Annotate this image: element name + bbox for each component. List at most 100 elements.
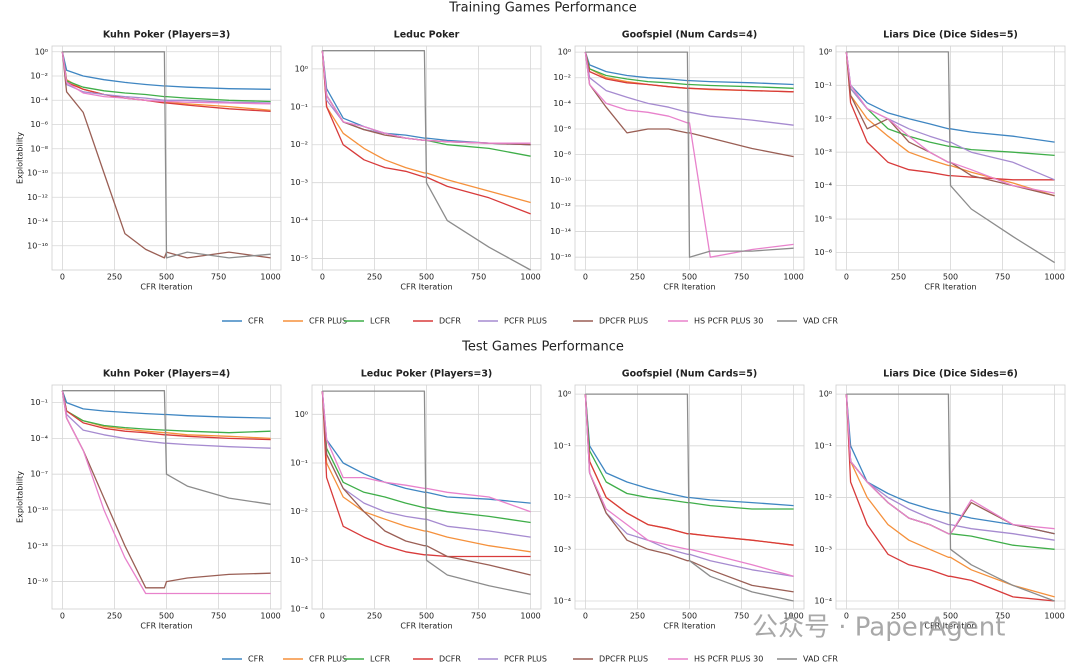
series-line [61, 51, 271, 259]
y-tick-label: 10⁻⁴ [30, 96, 48, 105]
x-axis-label: CFR Iteration [140, 283, 192, 292]
y-axis-label: Exploitability [16, 471, 25, 523]
y-tick-label: 10⁻¹⁰ [27, 169, 48, 178]
series-line [584, 394, 794, 510]
x-tick-label: 0 [583, 612, 588, 621]
watermark: 公众号 · PaperAgent [752, 613, 1005, 643]
y-tick-label: 10⁻⁶ [30, 120, 48, 129]
series-line [584, 394, 794, 546]
y-tick-label: 10⁻⁴ [553, 99, 571, 108]
x-tick-label: 750 [211, 273, 226, 282]
series-line [321, 50, 531, 144]
y-tick-label: 10⁻¹² [27, 193, 48, 202]
x-tick-label: 250 [107, 273, 122, 282]
x-tick-label: 500 [943, 612, 958, 621]
y-axis-label: Exploitability [16, 132, 25, 184]
series-line [61, 51, 271, 105]
series-line [584, 51, 794, 126]
series-line [322, 390, 531, 595]
x-tick-label: 750 [211, 612, 226, 621]
series-line [584, 394, 794, 507]
y-tick-label: 10⁻⁵ [290, 254, 308, 263]
series-line [321, 391, 531, 558]
legend-label: DCFR [439, 655, 461, 664]
x-tick-label: 1000 [1044, 273, 1064, 282]
x-tick-label: 500 [419, 612, 434, 621]
series-line [845, 51, 1055, 194]
x-tick-label: 1000 [260, 273, 280, 282]
x-tick-label: 0 [320, 273, 325, 282]
y-tick-label: 10⁻⁵ [814, 215, 832, 224]
x-tick-label: 250 [367, 273, 382, 282]
y-tick-label: 10⁰ [295, 410, 308, 419]
x-tick-label: 1000 [520, 273, 540, 282]
x-tick-label: 750 [734, 612, 749, 621]
x-axis-label: CFR Iteration [140, 622, 192, 631]
x-tick-label: 500 [159, 273, 174, 282]
x-tick-label: 750 [471, 273, 486, 282]
y-tick-label: 10⁻¹⁴ [550, 227, 571, 236]
y-tick-label: 10⁻⁸ [30, 144, 48, 153]
y-tick-label: 10⁻⁷ [30, 470, 48, 479]
series-line [321, 391, 531, 576]
series-line [62, 51, 271, 259]
legend-label: DCFR [439, 317, 461, 326]
series-line [845, 51, 1055, 181]
series-line [321, 391, 531, 524]
y-tick-label: 10⁻³ [290, 178, 308, 187]
chart-title: Leduc Poker (Players=3) [361, 369, 493, 380]
chart-title: Liars Dice (Dice Sides=5) [883, 30, 1018, 41]
series-line [321, 391, 531, 504]
series-line [61, 390, 271, 434]
y-tick-label: 10⁻² [30, 72, 48, 81]
chart-title: Goofspiel (Num Cards=4) [622, 30, 757, 41]
legend-label: DPCFR PLUS [599, 317, 648, 326]
y-tick-label: 10⁻¹⁶ [550, 253, 571, 262]
y-tick-label: 10⁰ [819, 47, 832, 56]
x-tick-label: 1000 [1044, 612, 1064, 621]
x-tick-label: 750 [734, 273, 749, 282]
y-tick-label: 10⁻¹³ [27, 541, 48, 550]
series-line [62, 390, 271, 505]
series-line [61, 390, 271, 595]
y-tick-label: 10⁻⁴ [814, 181, 832, 190]
legend-label: LCFR [370, 317, 391, 326]
series-line [584, 52, 794, 258]
y-tick-label: 10⁻¹⁶ [27, 577, 48, 586]
x-tick-label: 250 [630, 273, 645, 282]
series-line [845, 394, 1055, 598]
x-tick-label: 500 [419, 273, 434, 282]
series-line [584, 51, 794, 89]
y-tick-label: 10⁻² [553, 493, 571, 502]
y-tick-label: 10⁻³ [814, 148, 832, 157]
y-tick-label: 10⁻² [814, 493, 832, 502]
series-line [584, 51, 794, 93]
series-line [321, 391, 531, 553]
x-tick-label: 500 [159, 612, 174, 621]
series-line [584, 394, 794, 577]
y-tick-label: 10⁻¹ [30, 398, 48, 407]
x-tick-label: 1000 [520, 612, 540, 621]
series-line [845, 394, 1055, 535]
chart-title: Kuhn Poker (Players=4) [103, 369, 230, 380]
y-tick-label: 10⁻⁶ [814, 248, 832, 257]
chart-title: Liars Dice (Dice Sides=6) [883, 369, 1018, 380]
series-line [321, 391, 531, 513]
y-tick-label: 10⁻¹⁶ [27, 241, 48, 250]
series-line [585, 393, 794, 602]
y-tick-label: 10⁻² [290, 507, 308, 516]
series-line [321, 50, 531, 204]
section-title: Training Games Performance [448, 1, 636, 16]
y-tick-label: 10⁻⁸ [553, 150, 571, 159]
series-line [321, 50, 531, 215]
x-axis-label: CFR Iteration [400, 283, 452, 292]
y-tick-label: 10⁰ [295, 64, 308, 73]
x-tick-label: 1000 [260, 612, 280, 621]
legend-label: CFR [248, 317, 264, 326]
chart-title: Goofspiel (Num Cards=5) [622, 369, 757, 380]
y-tick-label: 10⁻¹⁰ [550, 176, 571, 185]
x-tick-label: 0 [60, 273, 65, 282]
y-tick-label: 10⁻¹ [814, 441, 832, 450]
x-axis-label: CFR Iteration [400, 622, 452, 631]
